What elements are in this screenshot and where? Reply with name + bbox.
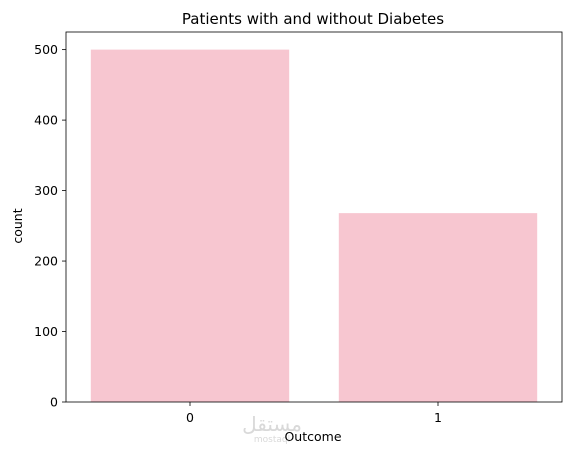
bar-0 — [90, 49, 290, 402]
y-tick-label: 500 — [34, 42, 58, 57]
y-tick-label: 100 — [34, 324, 58, 339]
bars-layer — [90, 49, 538, 402]
x-tick-label: 0 — [186, 410, 194, 425]
bar-1 — [338, 213, 538, 402]
chart-title: Patients with and without Diabetes — [182, 10, 444, 28]
x-tick-label: 1 — [434, 410, 442, 425]
y-tick-label: 0 — [50, 395, 58, 410]
watermark-subtext: mostaql — [254, 435, 290, 445]
axes — [65, 31, 563, 403]
plot-frame — [65, 31, 563, 403]
y-tick-label: 400 — [34, 113, 58, 128]
watermark-logo: مستقل — [242, 412, 302, 436]
y-tick-label: 200 — [34, 254, 58, 269]
watermark: مستقل mostaql — [242, 412, 302, 445]
y-tick-label: 300 — [34, 183, 58, 198]
x-axis-label: Outcome — [284, 429, 341, 444]
y-axis-label: count — [10, 208, 25, 243]
y-axis-ticks: 0 100 200 300 400 500 — [34, 42, 66, 410]
